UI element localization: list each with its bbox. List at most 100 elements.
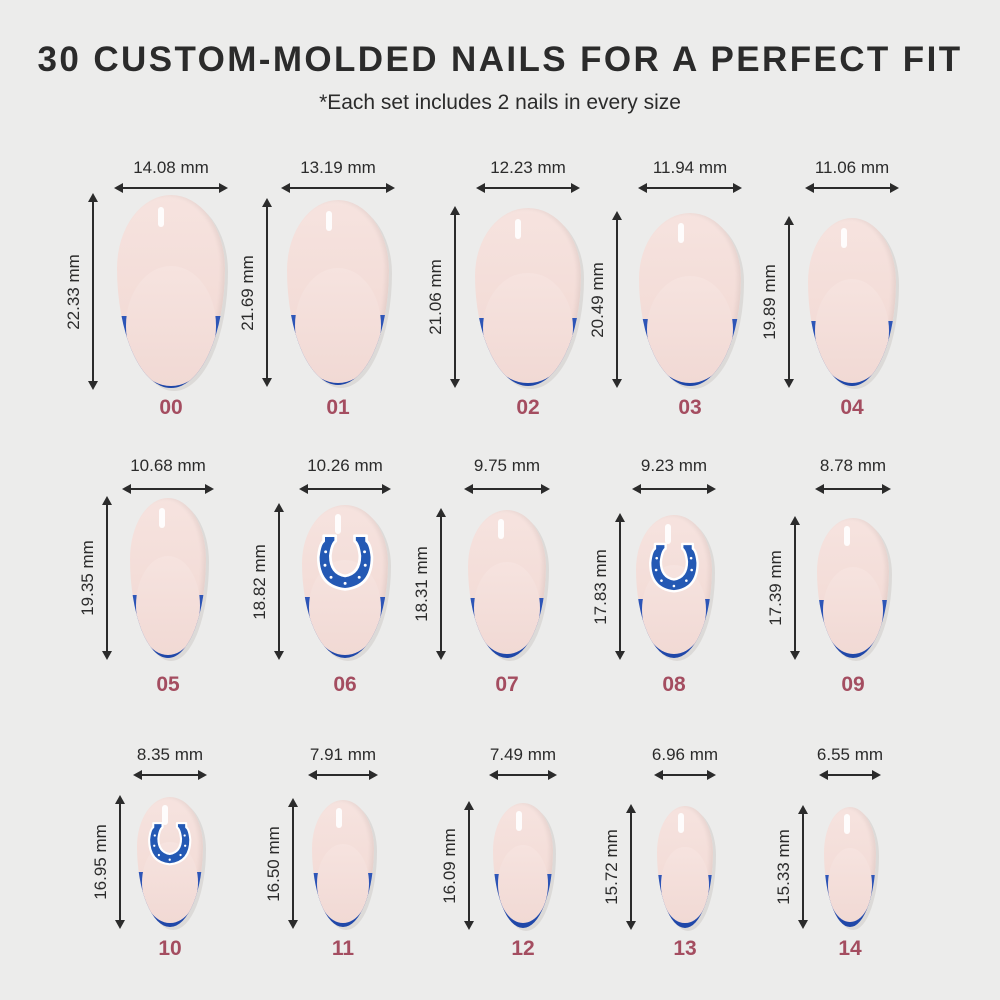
width-label: 11.06 mm <box>814 158 890 177</box>
shine-highlight <box>335 807 342 828</box>
shine-highlight <box>325 211 332 232</box>
length-label: 19.35 mm <box>78 540 97 616</box>
size-number: 00 <box>159 396 183 419</box>
length-label: 18.82 mm <box>250 543 269 620</box>
size-number: 10 <box>158 937 182 960</box>
size-number: 01 <box>326 396 350 419</box>
size-number: 05 <box>156 673 180 696</box>
size-number: 12 <box>511 937 535 960</box>
width-arrow <box>133 770 207 780</box>
length-label: 19.89 mm <box>760 264 779 340</box>
width-label: 9.75 mm <box>473 456 541 475</box>
shine-highlight <box>158 206 165 227</box>
size-number: 03 <box>678 396 702 419</box>
length-label: 15.72 mm <box>602 829 621 905</box>
width-arrow <box>654 770 716 780</box>
nail-image <box>657 806 713 928</box>
length-label: 20.49 mm <box>588 261 607 338</box>
nail-image <box>468 510 546 658</box>
width-label: 10.68 mm <box>130 456 206 475</box>
width-label: 7.91 mm <box>309 745 377 764</box>
nail-image <box>117 195 225 388</box>
width-arrow <box>464 484 550 494</box>
size-number: 13 <box>673 937 697 960</box>
length-label: 17.83 mm <box>591 548 610 625</box>
size-number: 09 <box>841 673 865 696</box>
length-label: 17.39 mm <box>766 550 785 626</box>
size-number: 07 <box>495 673 519 696</box>
shine-highlight <box>162 804 169 825</box>
width-arrow <box>632 484 716 494</box>
shine-highlight <box>334 514 341 535</box>
length-arrow <box>450 206 460 388</box>
width-label: 10.26 mm <box>307 456 383 475</box>
length-label: 16.50 mm <box>264 825 283 902</box>
width-label: 14.08 mm <box>133 158 209 177</box>
width-arrow <box>281 183 395 193</box>
nail-image <box>493 803 553 928</box>
length-label: 22.33 mm <box>64 253 83 330</box>
nail-image <box>824 807 876 927</box>
width-arrow <box>308 770 378 780</box>
width-label: 11.94 mm <box>652 158 728 177</box>
length-label: 16.95 mm <box>91 824 110 900</box>
shine-highlight <box>841 228 848 249</box>
length-arrow <box>626 804 636 930</box>
length-arrow <box>115 795 125 929</box>
width-label: 6.96 mm <box>651 745 719 764</box>
nail-image <box>302 505 388 658</box>
width-label: 8.35 mm <box>136 745 204 764</box>
shine-highlight <box>664 523 671 544</box>
length-arrow <box>784 216 794 388</box>
size-number: 06 <box>333 673 357 696</box>
shine-highlight <box>515 218 522 239</box>
nail-image <box>475 208 581 386</box>
horseshoe-logo-icon <box>642 538 706 597</box>
width-arrow <box>489 770 557 780</box>
length-arrow <box>102 496 112 660</box>
width-label: 13.19 mm <box>300 158 376 177</box>
nail-image <box>130 498 206 658</box>
width-arrow <box>122 484 214 494</box>
length-arrow <box>88 193 98 390</box>
width-arrow <box>299 484 391 494</box>
length-label: 15.33 mm <box>774 829 793 905</box>
length-arrow <box>612 211 622 388</box>
nail-image <box>639 213 741 386</box>
width-arrow <box>805 183 899 193</box>
shine-highlight <box>843 814 850 835</box>
size-number: 11 <box>331 937 355 960</box>
page-title: 30 CUSTOM-MOLDED NAILS FOR A PERFECT FIT <box>37 40 963 79</box>
size-number: 14 <box>838 937 862 960</box>
width-arrow <box>114 183 228 193</box>
length-arrow <box>464 801 474 930</box>
width-label: 8.78 mm <box>819 456 887 475</box>
width-arrow <box>815 484 891 494</box>
length-arrow <box>274 503 284 660</box>
page-subtitle: *Each set includes 2 nails in every size <box>319 91 681 114</box>
nail-image <box>808 218 896 386</box>
nail-image <box>636 515 712 658</box>
length-label: 18.31 mm <box>412 546 431 622</box>
shine-highlight <box>497 518 504 539</box>
nail-image <box>817 518 889 658</box>
shine-highlight <box>158 507 165 528</box>
size-number: 02 <box>516 396 540 419</box>
length-arrow <box>798 805 808 929</box>
width-label: 6.55 mm <box>816 745 884 764</box>
length-label: 21.06 mm <box>426 259 445 335</box>
nail-image <box>312 800 374 927</box>
width-label: 12.23 mm <box>490 158 566 177</box>
width-arrow <box>819 770 881 780</box>
width-label: 9.23 mm <box>640 456 708 475</box>
length-arrow <box>790 516 800 660</box>
length-arrow <box>262 198 272 387</box>
length-arrow <box>615 513 625 660</box>
shine-highlight <box>515 810 522 831</box>
length-arrow <box>288 798 298 929</box>
width-arrow <box>476 183 580 193</box>
shine-highlight <box>677 223 684 244</box>
length-label: 16.09 mm <box>440 827 459 904</box>
length-label: 21.69 mm <box>238 254 257 331</box>
horseshoe-logo-icon <box>309 529 381 596</box>
